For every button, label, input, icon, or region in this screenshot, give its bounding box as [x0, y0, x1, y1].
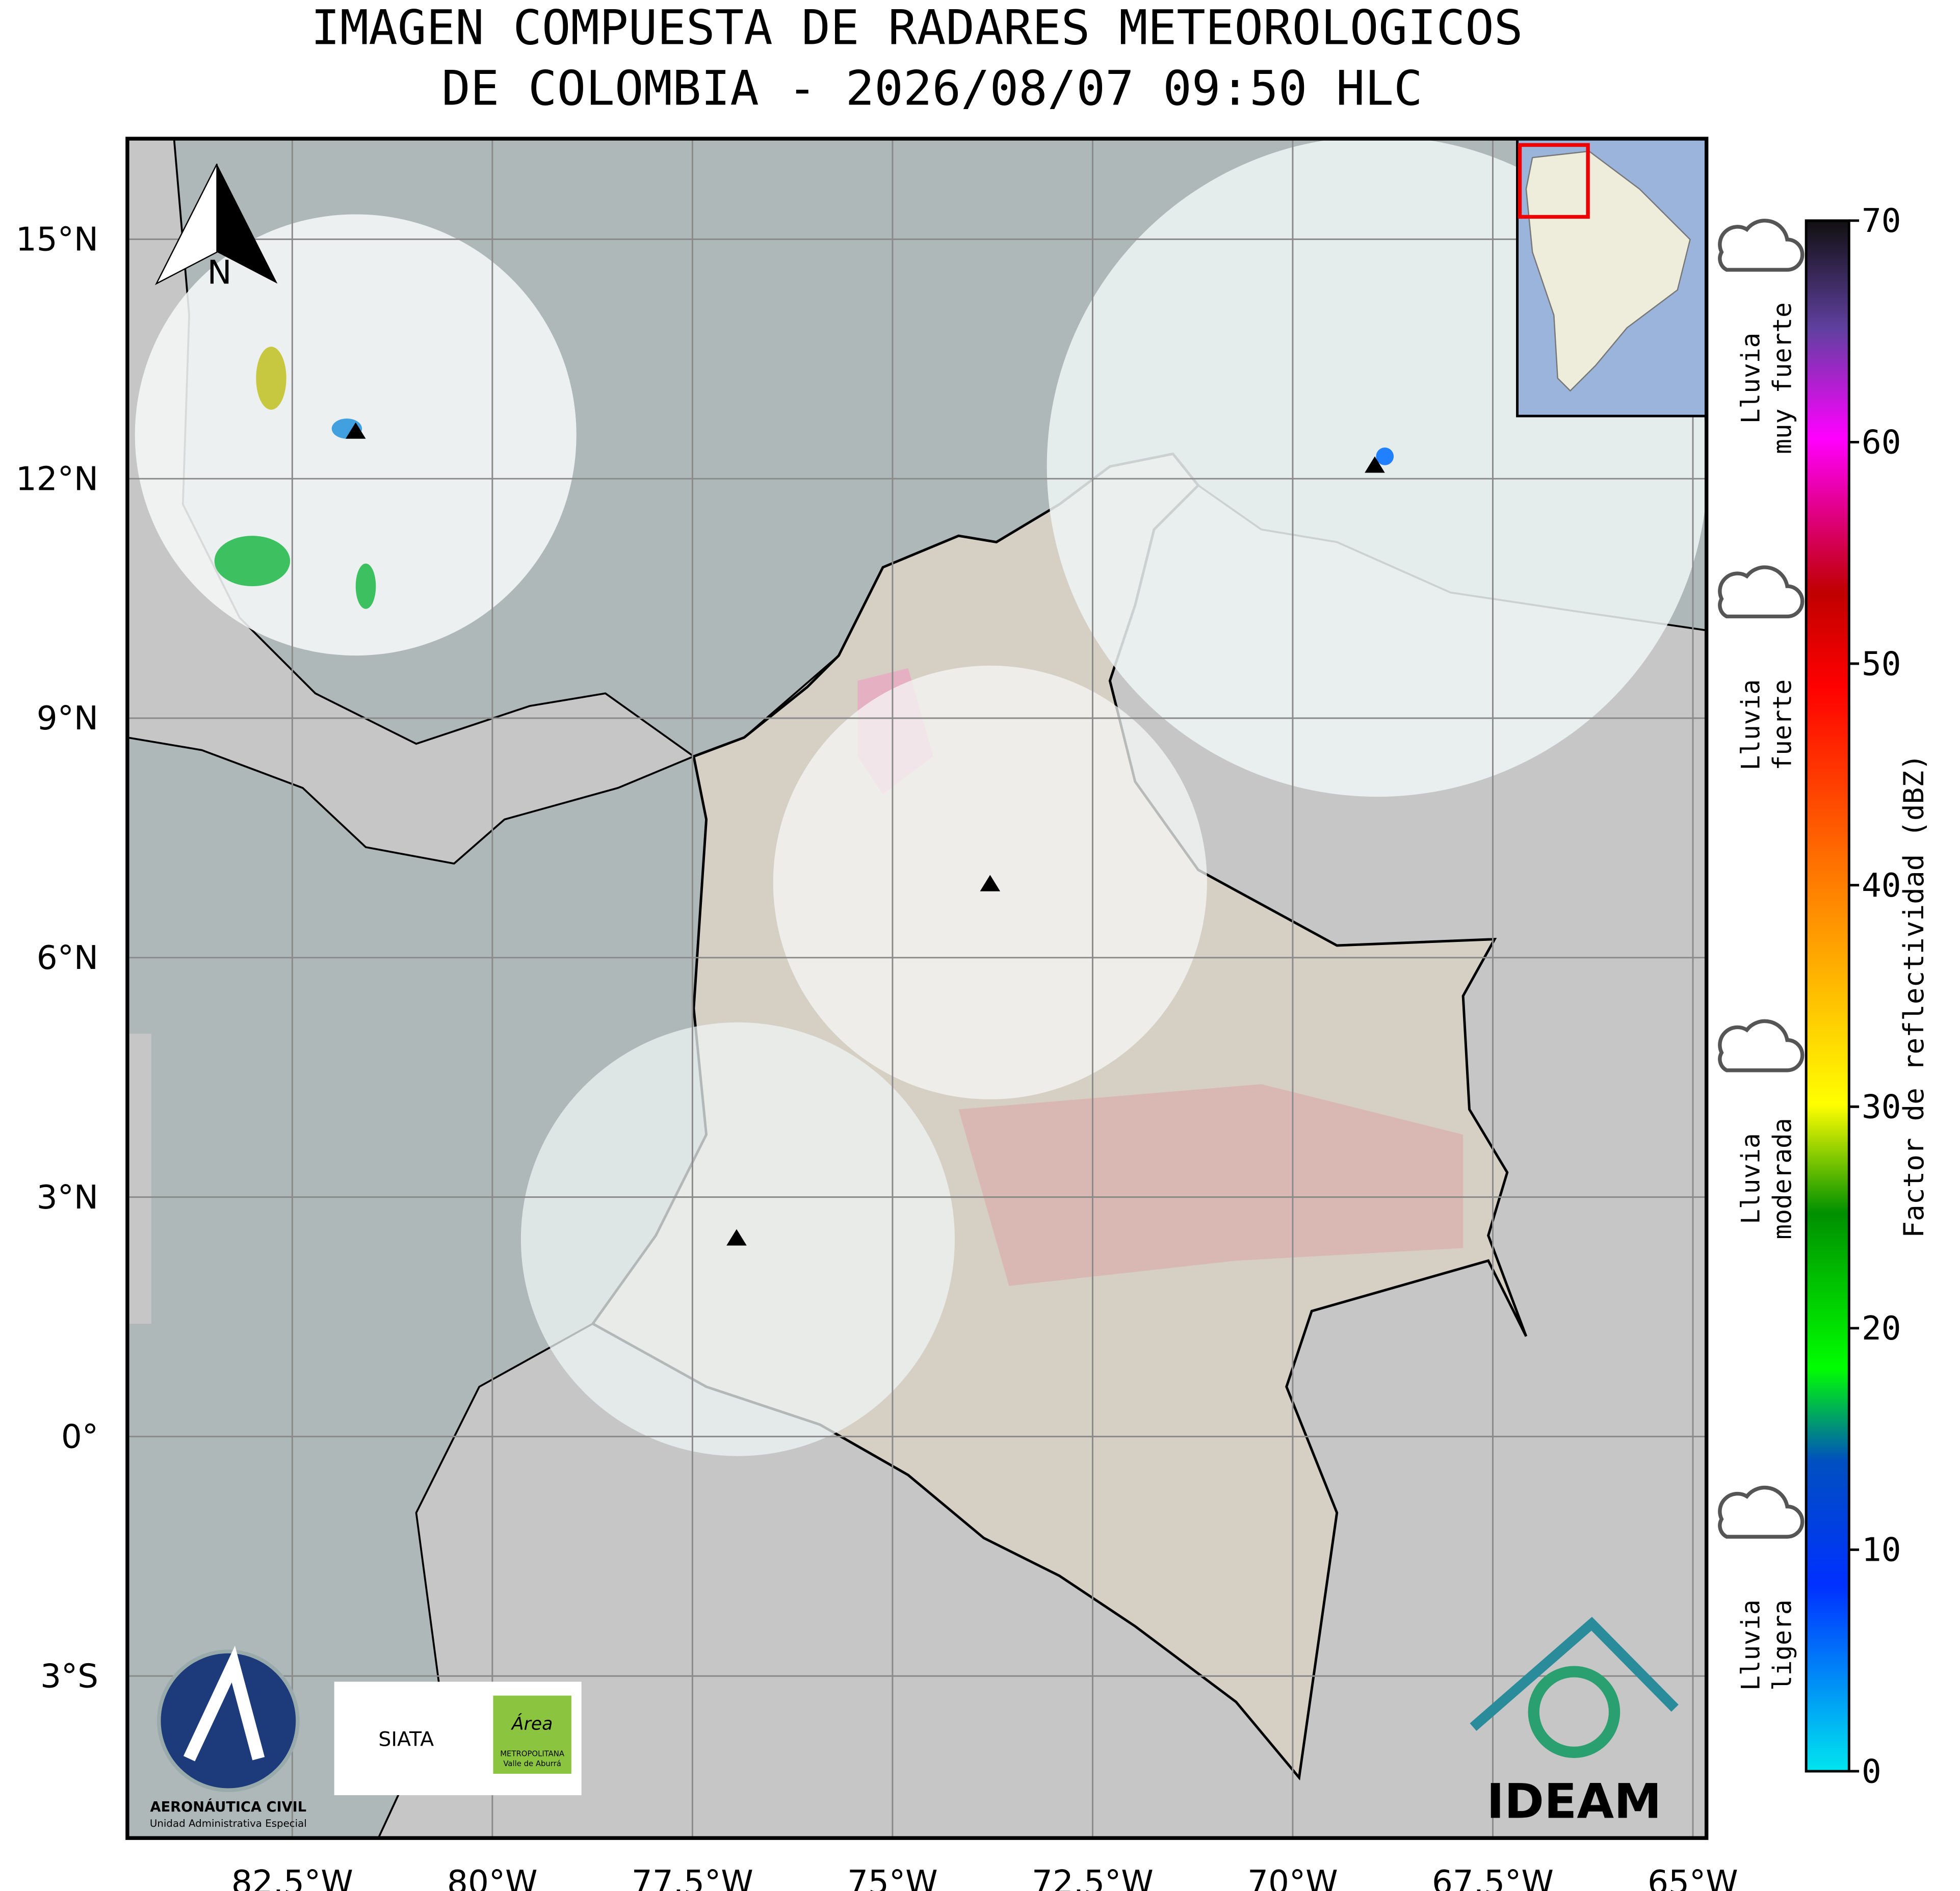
precip-cells — [214, 347, 1394, 609]
north-arrow — [154, 163, 218, 285]
title-line: DE COLOMBIA - 2026/08/07 09:50 HLC — [441, 61, 1423, 116]
colorbar-tick-label: 60 — [1862, 424, 1901, 462]
rain-label: Lluvia — [1736, 333, 1766, 424]
logo-text: IDEAM — [1486, 1774, 1662, 1830]
logo-text: Valle de Aburrá — [503, 1759, 561, 1768]
inset-extent — [1518, 143, 1590, 219]
inset-continent — [1525, 150, 1691, 392]
land — [127, 1034, 151, 1324]
logo-text: Área — [511, 1713, 553, 1734]
title-line: IMAGEN COMPUESTA DE RADARES METEOROLOGIC… — [311, 1, 1523, 56]
graticule — [127, 139, 1707, 1839]
lat-tick-label: 3°S — [40, 1657, 98, 1695]
rain-label: Lluvia — [1736, 1599, 1766, 1691]
colorbar-tick-label: 50 — [1862, 645, 1901, 683]
lat-tick-label: 3°N — [37, 1178, 98, 1217]
rain-label: ligera — [1767, 1599, 1797, 1691]
colorbar-label: Factor de reflectividad (dBZ) — [1897, 754, 1930, 1238]
map-frame — [125, 137, 1709, 1840]
map-area: N AERONÁUTICA CIVIL Unidad Administrativ… — [127, 139, 1707, 1839]
aerocivil-logo — [183, 1645, 265, 1762]
lat-tick-label: 15°N — [16, 221, 98, 259]
logo-text: AERONÁUTICA CIVIL — [150, 1799, 307, 1815]
rain-label: moderada — [1767, 1118, 1797, 1239]
rain-icon — [1718, 219, 1805, 272]
lon-tick-label: 70°W — [1247, 1863, 1338, 1891]
colorbar-tick-label: 70 — [1862, 202, 1901, 240]
logo-text: Unidad Administrativa Especial — [150, 1818, 307, 1829]
lat-tick-label: 0° — [61, 1418, 98, 1456]
area-logo — [493, 1695, 571, 1774]
rain-icon — [1718, 1485, 1805, 1539]
colorbar-tick-label: 20 — [1862, 1309, 1901, 1348]
lon-tick-label: 82.5°W — [231, 1863, 353, 1891]
lon-tick-label: 65°W — [1648, 1863, 1738, 1891]
lon-tick-label: 80°W — [447, 1863, 538, 1891]
colorbar-tick-label: 10 — [1862, 1531, 1901, 1569]
lat-tick-label: 12°N — [16, 460, 98, 498]
lon-tick-label: 77.5°W — [632, 1863, 753, 1891]
lat-tick-label: 6°N — [37, 939, 98, 977]
lon-tick-label: 75°W — [847, 1863, 938, 1891]
rain-label: Lluvia — [1736, 1133, 1766, 1224]
logo-text: SIATA — [378, 1728, 434, 1751]
rain-echo — [958, 1084, 1464, 1286]
colorbar-tick-label: 0 — [1862, 1752, 1881, 1791]
rain-label: fuerte — [1767, 679, 1797, 771]
lon-tick-label: 72.5°W — [1032, 1863, 1154, 1891]
colorbar-tick-label: 30 — [1862, 1088, 1901, 1126]
ideam-logo — [1470, 1617, 1679, 1731]
colorbar-tick-label: 40 — [1862, 866, 1901, 905]
lat-tick-label: 9°N — [37, 699, 98, 738]
rain-label: Lluvia — [1736, 679, 1766, 771]
ideam-logo — [1528, 1666, 1621, 1758]
lon-tick-label: 67.5°W — [1432, 1863, 1554, 1891]
rain-icon — [1718, 1019, 1805, 1072]
rain-icon — [1718, 565, 1805, 619]
rain-label: muy fuerte — [1767, 302, 1797, 454]
north-label: N — [207, 254, 231, 292]
logo-text: METROPOLITANA — [500, 1749, 565, 1758]
colorbar — [1805, 219, 1850, 1773]
